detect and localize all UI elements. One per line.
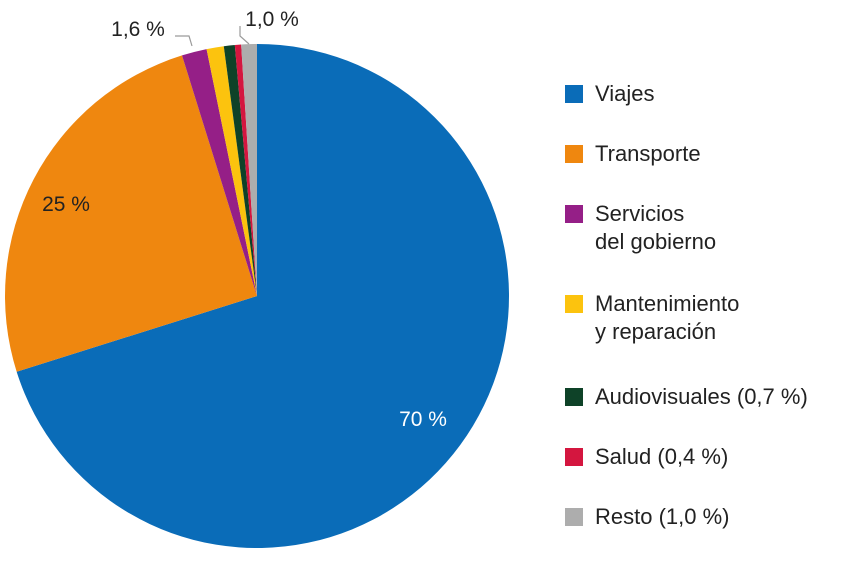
legend-label: Servicios del gobierno xyxy=(595,201,717,254)
legend-label: Audiovisuales (0,7 %) xyxy=(595,384,808,409)
legend-swatch xyxy=(565,145,583,163)
legend-item-resto: Resto (1,0 %) xyxy=(565,503,730,531)
legend-swatch xyxy=(565,295,583,313)
pie-slice xyxy=(206,46,257,297)
legend-swatch xyxy=(565,448,583,466)
pie-slice xyxy=(223,44,257,297)
pie-slice xyxy=(16,44,510,549)
legend-label: Resto (1,0 %) xyxy=(595,504,730,529)
slice-label: 1,0 % xyxy=(245,8,299,31)
leader-line xyxy=(175,35,193,47)
pie-slice xyxy=(182,49,257,296)
legend-label: Mantenimiento y reparación xyxy=(595,291,740,344)
legend-swatch xyxy=(565,85,583,103)
pie-slice xyxy=(241,44,257,296)
legend-label: Viajes xyxy=(595,81,655,106)
legend-item-viajes: Viajes xyxy=(565,80,655,108)
legend-swatch xyxy=(565,388,583,406)
pie-slice xyxy=(5,55,258,372)
legend-item-servicios-del-gobierno: Servicios del gobierno xyxy=(565,200,716,256)
pie-slice xyxy=(234,44,257,296)
legend-label: Transporte xyxy=(595,141,701,166)
legend-item-salud: Salud (0,4 %) xyxy=(565,443,728,471)
legend-label: Salud (0,4 %) xyxy=(595,444,729,469)
leader-line xyxy=(239,26,250,45)
legend-swatch xyxy=(565,205,583,223)
slice-label: 70 % xyxy=(399,408,447,431)
legend-swatch xyxy=(565,508,583,526)
slice-label: 25 % xyxy=(42,193,90,216)
legend-item-mantenimiento-y-reparacion: Mantenimiento y reparación xyxy=(565,290,739,346)
legend-item-transporte: Transporte xyxy=(565,140,701,168)
slice-label: 1,6 % xyxy=(111,18,165,41)
legend-item-audiovisuales: Audiovisuales (0,7 %) xyxy=(565,383,808,411)
